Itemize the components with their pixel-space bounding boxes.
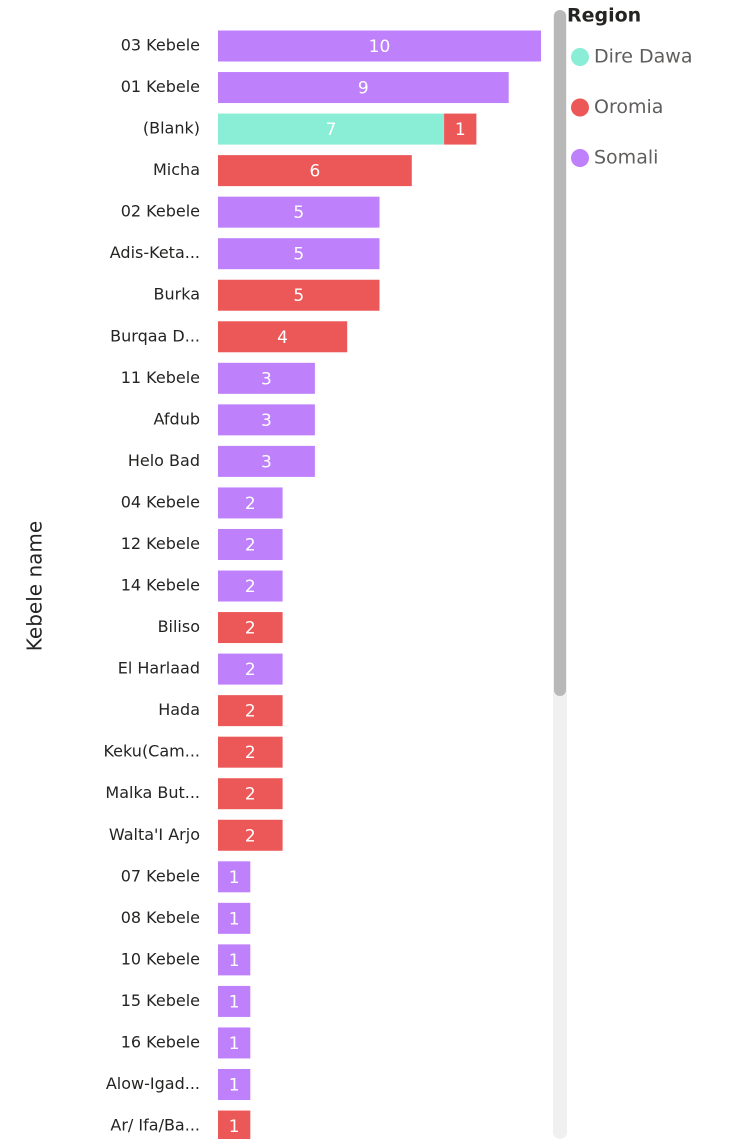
y-tick-label: 11 Kebele xyxy=(121,368,200,387)
y-tick-label: Burka xyxy=(154,285,200,304)
data-label: 3 xyxy=(261,369,272,389)
bar-segment xyxy=(218,944,251,976)
bar-segment xyxy=(218,404,315,436)
legend-label: Somali xyxy=(594,147,658,169)
bar-segment xyxy=(218,445,315,477)
bar-segment xyxy=(218,321,348,353)
data-label: 7 xyxy=(326,120,337,140)
data-label: 9 xyxy=(358,79,369,99)
data-label: 5 xyxy=(293,286,304,306)
y-tick-label: 10 Kebele xyxy=(121,949,200,968)
legend-marker xyxy=(571,48,589,66)
data-label: 1 xyxy=(455,120,466,140)
y-tick-label: 14 Kebele xyxy=(121,576,200,595)
y-tick-label: 16 Kebele xyxy=(121,1032,200,1051)
y-tick-label: Hada xyxy=(158,700,200,719)
scrollbar-thumb[interactable] xyxy=(554,10,566,696)
y-tick-label: Malka But... xyxy=(105,783,200,802)
data-label: 2 xyxy=(245,785,256,805)
bar-segment xyxy=(218,528,283,560)
y-tick-label: Walta'I Arjo xyxy=(109,825,200,844)
data-label: 2 xyxy=(245,743,256,763)
y-tick-label: Keku(Cam... xyxy=(103,742,200,761)
data-label: 10 xyxy=(369,37,391,57)
data-label: 1 xyxy=(229,868,240,888)
y-tick-label: Helo Bad xyxy=(128,451,200,470)
y-tick-label: Micha xyxy=(153,160,200,179)
y-tick-label: 07 Kebele xyxy=(121,866,200,885)
y-tick-label: 01 Kebele xyxy=(121,77,200,96)
bar-segment xyxy=(218,72,509,104)
y-tick-label: Burqaa D... xyxy=(110,326,200,345)
bar-segment xyxy=(218,653,283,685)
bar-segment xyxy=(218,279,380,311)
y-tick-label: 04 Kebele xyxy=(121,492,200,511)
data-label: 1 xyxy=(229,909,240,929)
bar-segment xyxy=(218,570,283,602)
legend-marker xyxy=(571,149,589,167)
bar-segment xyxy=(218,113,445,145)
bar-segment xyxy=(218,487,283,519)
y-tick-label: 03 Kebele xyxy=(121,36,200,55)
y-tick-label: El Harlaad xyxy=(118,659,200,678)
y-tick-label: Alow-Igad... xyxy=(106,1074,200,1093)
y-tick-label: Adis-Keta... xyxy=(110,243,200,262)
y-tick-label: 08 Kebele xyxy=(121,908,200,927)
data-label: 2 xyxy=(245,619,256,639)
y-tick-label: (Blank) xyxy=(143,119,200,138)
data-label: 1 xyxy=(229,992,240,1012)
data-label: 2 xyxy=(245,702,256,722)
y-tick-label: Ar/ Ifa/Ba... xyxy=(110,1116,200,1135)
y-tick-label: Biliso xyxy=(158,617,200,636)
data-label: 6 xyxy=(309,162,320,182)
bar-segment xyxy=(218,819,283,851)
y-tick-label: 02 Kebele xyxy=(121,202,200,221)
bar-segment xyxy=(218,695,283,727)
legend-title: Region xyxy=(567,5,641,27)
bar-segment xyxy=(218,362,315,394)
data-label: 5 xyxy=(293,245,304,265)
y-tick-label: Afdub xyxy=(154,409,200,428)
bar-segment xyxy=(218,30,541,62)
data-label: 2 xyxy=(245,535,256,555)
data-label: 2 xyxy=(245,826,256,846)
bar-segment xyxy=(218,238,380,270)
bar-segment xyxy=(218,612,283,644)
bar-segment xyxy=(218,778,283,810)
data-label: 2 xyxy=(245,494,256,514)
bar-segment xyxy=(218,1069,251,1100)
data-label: 5 xyxy=(293,203,304,223)
data-label: 1 xyxy=(229,1076,240,1096)
y-axis-title: Kebele name xyxy=(23,521,47,651)
bar-segment xyxy=(218,1027,251,1059)
bar-segment xyxy=(218,155,412,187)
legend-marker xyxy=(571,98,589,117)
bar-segment xyxy=(444,113,477,145)
y-tick-label: 15 Kebele xyxy=(121,991,200,1010)
bar-segment xyxy=(218,196,380,228)
bar-segment xyxy=(218,1110,251,1139)
data-label: 2 xyxy=(245,577,256,597)
data-label: 4 xyxy=(277,328,288,348)
data-label: 3 xyxy=(261,452,272,472)
legend-label: Dire Dawa xyxy=(594,46,693,68)
data-label: 1 xyxy=(229,951,240,971)
data-label: 2 xyxy=(245,660,256,680)
bar-segment xyxy=(218,985,251,1017)
data-label: 1 xyxy=(229,1117,240,1137)
data-label: 3 xyxy=(261,411,272,431)
data-label: 1 xyxy=(229,1034,240,1054)
bar-segment xyxy=(218,861,251,893)
bar-segment xyxy=(218,902,251,934)
y-tick-label: 12 Kebele xyxy=(121,534,200,553)
legend-label: Oromia xyxy=(594,96,663,118)
bar-segment xyxy=(218,736,283,768)
